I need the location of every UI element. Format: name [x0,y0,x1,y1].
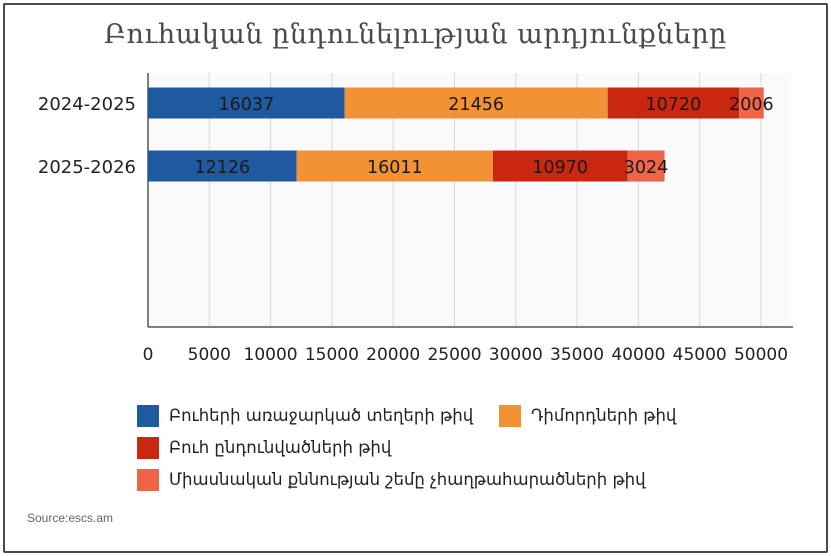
legend-label: Բուհերի առաջարկած տեղերի թիվ [169,406,474,425]
x-tick-label: 45000 [673,345,727,365]
bar-segment [148,150,297,182]
data-label: 3024 [624,158,669,178]
x-tick-label: 50000 [734,345,788,365]
y-category-label: 2024-2025 [38,94,136,115]
data-label: 2006 [729,95,774,115]
legend-item-admitted: Բուհ ընդունվածների թիվ [137,437,391,459]
legend-swatch [499,405,521,427]
legend-label: Դիմորդների թիվ [531,406,677,425]
legend-label: Միասնական քննության շեմը չհաղթահարածների… [169,470,646,489]
chart-title: Բուհական ընդունելության արդյունքները [104,19,727,50]
source-note: Source:escs.am [27,511,114,525]
x-tick-label: 10000 [244,345,298,365]
bar-segment [296,150,493,182]
bar-segment [607,87,740,119]
x-tick-label: 35000 [550,345,604,365]
x-tick-label: 20000 [366,345,420,365]
x-tick-label: 15000 [305,345,359,365]
y-category-label: 2025-2026 [38,157,136,178]
data-label: 16037 [218,95,274,115]
legend-label: Բուհ ընդունվածների թիվ [169,438,392,457]
chart-plot: 0 5000 10000 15000 20000 25000 30000 35000 40000… [38,73,793,365]
bar-segment [344,87,608,119]
legend-swatch [137,405,159,427]
data-label: 21456 [448,95,504,115]
data-label: 10970 [532,158,588,178]
x-tick-label: 30000 [489,345,543,365]
legend-item-failed-threshold: Միասնական քննության շեմը չհաղթահարածների… [137,469,646,491]
data-label: 12126 [194,158,250,178]
x-tick-label: 0 [143,345,154,365]
bar-segment [492,150,628,182]
legend-item-offered-places: Բուհերի առաջարկած տեղերի թիվ [137,405,473,427]
x-tick-label: 5000 [188,345,231,365]
legend-swatch [137,469,159,491]
bar-segment [148,87,345,119]
bar-segment [627,150,665,182]
bar-segment [739,87,764,119]
legend-swatch [137,437,159,459]
data-label: 16011 [367,158,423,178]
chart-legend: Բուհերի առաջարկած տեղերի թիվ Դիմորդների … [137,401,757,501]
chart-frame: Բուհական ընդունելության արդյունքները 0 50… [3,3,828,553]
x-tick-label: 40000 [611,345,665,365]
x-tick-label: 25000 [427,345,481,365]
legend-item-applicants: Դիմորդների թիվ [499,405,676,427]
data-label: 10720 [646,95,702,115]
